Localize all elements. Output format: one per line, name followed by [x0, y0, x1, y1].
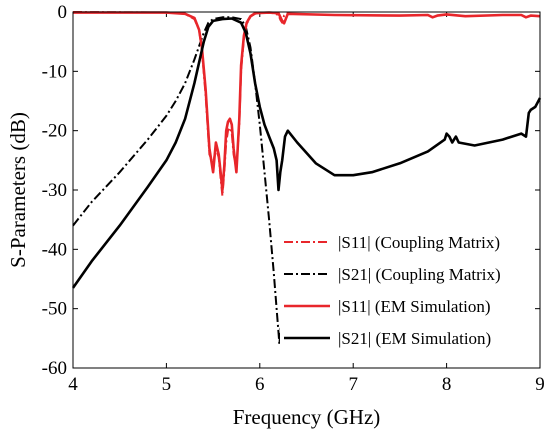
series-line-2	[72, 16, 289, 346]
x-tick-label: 4	[68, 374, 78, 395]
legend-label-2: |S21| (Coupling Matrix)	[338, 265, 501, 284]
y-tick-label: -10	[42, 61, 67, 82]
x-tick-label: 6	[255, 374, 265, 395]
plot-lines	[71, 11, 542, 346]
tick-labels: 4 5 6 7 8 9 0 -10 -20 -30 -40 -50 -60	[42, 2, 545, 395]
legend-label-3: |S11| (EM Simulation)	[338, 297, 491, 316]
x-tick-label: 5	[162, 374, 172, 395]
y-tick-label: -30	[42, 180, 67, 201]
legend-label-1: |S11| (Coupling Matrix)	[338, 233, 500, 252]
legend: |S11| (Coupling Matrix) |S21| (Coupling M…	[280, 222, 530, 358]
x-tick-label: 8	[442, 374, 452, 395]
legend-background	[280, 222, 530, 358]
y-tick-label: -20	[42, 121, 67, 142]
x-tick-label: 9	[535, 374, 545, 395]
y-axis-label: S-Parameters (dB)	[6, 112, 30, 268]
y-tick-label: -60	[42, 358, 67, 379]
x-tick-label: 7	[348, 374, 358, 395]
series-line-1	[72, 11, 289, 197]
series-line-3	[73, 11, 541, 192]
y-tick-label: 0	[58, 2, 68, 23]
series-line-4	[71, 17, 542, 289]
y-tick-label: -40	[42, 239, 67, 260]
y-tick-label: -50	[42, 299, 67, 320]
legend-label-4: |S21| (EM Simulation)	[338, 329, 491, 348]
x-axis-label: Frequency (GHz)	[233, 405, 381, 429]
plot-frame	[72, 11, 541, 369]
